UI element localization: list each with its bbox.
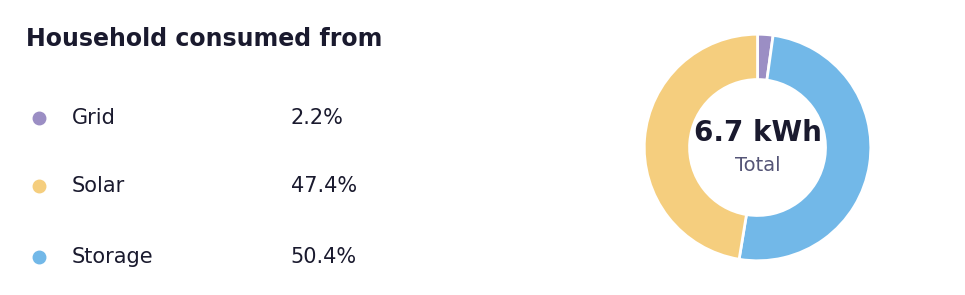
Text: Household consumed from: Household consumed from xyxy=(26,27,382,50)
Text: Storage: Storage xyxy=(71,247,153,267)
Wedge shape xyxy=(758,34,773,80)
Wedge shape xyxy=(739,35,870,261)
Text: 2.2%: 2.2% xyxy=(290,108,344,128)
Text: 47.4%: 47.4% xyxy=(290,176,357,196)
Wedge shape xyxy=(645,34,758,259)
Text: Grid: Grid xyxy=(71,108,116,128)
Text: 50.4%: 50.4% xyxy=(290,247,357,267)
Text: Solar: Solar xyxy=(71,176,125,196)
Text: 6.7 kWh: 6.7 kWh xyxy=(694,119,821,147)
Text: Total: Total xyxy=(734,156,781,175)
